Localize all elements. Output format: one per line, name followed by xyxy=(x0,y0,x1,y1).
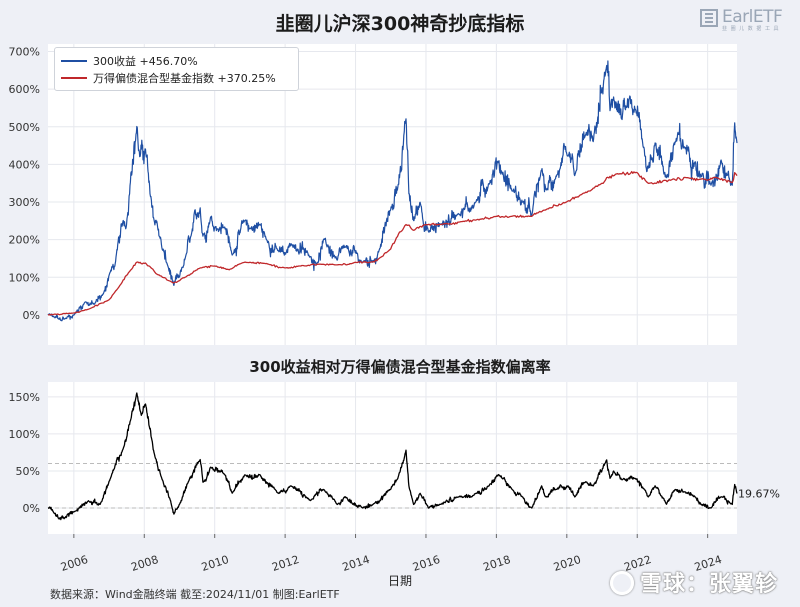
legend-swatch-300 xyxy=(61,60,87,62)
data-source-note: 数据来源：Wind金融终端 截至:2024/11/01 制图:EarlETF xyxy=(50,588,340,601)
x-tick-label: 2018 xyxy=(482,553,513,574)
y-tick-label: 100% xyxy=(9,428,40,441)
watermark-text: 雪球：张翼轸 xyxy=(639,572,778,597)
earletf-logo: EarlETF 韭 圈 儿 数 据 工 具 xyxy=(700,6,788,32)
x-tick-label: 2012 xyxy=(270,553,301,574)
x-tick-label: 2020 xyxy=(552,553,583,574)
panel-1: 0% 50% 100% 150% xyxy=(9,382,738,534)
series-line-300 xyxy=(47,60,738,322)
x-tick-label: 2010 xyxy=(200,553,231,574)
plot-area-1 xyxy=(48,382,737,534)
x-tick-label: 2016 xyxy=(411,553,442,574)
y-tick-label: 150% xyxy=(9,391,40,404)
series-line-bond xyxy=(47,170,738,316)
legend-swatch-bond xyxy=(61,77,87,79)
xueqiu-logo-icon xyxy=(609,571,634,595)
y-tick-label: 700% xyxy=(9,46,40,59)
y-tick-label: 0% xyxy=(23,502,40,515)
deviation-chart-title: 300收益相对万得偏债混合型基金指数偏离率 xyxy=(249,358,551,376)
series-line-deviation xyxy=(47,392,738,521)
logo-text: EarlETF xyxy=(722,7,783,27)
y-tick-label: 600% xyxy=(9,83,40,96)
main-chart-title: 韭圈儿沪深300神奇抄底指标 xyxy=(275,13,525,35)
legend-label-300: 300收益 +456.70% xyxy=(93,55,198,68)
y-tick-label: 500% xyxy=(9,121,40,134)
y-tick-label: 100% xyxy=(9,271,40,284)
x-tick-label: 2014 xyxy=(341,553,372,574)
logo-tagline: 韭 圈 儿 数 据 工 具 xyxy=(722,26,780,32)
y-tick-label: 0% xyxy=(23,309,40,322)
x-tick-label: 2008 xyxy=(129,553,160,574)
logo-mark-icon xyxy=(700,9,718,27)
y-tick-label: 400% xyxy=(9,158,40,171)
y-tick-label: 50% xyxy=(16,465,40,478)
x-tick-label: 2006 xyxy=(59,553,90,574)
main-chart-legend: 300收益 +456.70% 万得偏债混合型基金指数 +370.25% xyxy=(54,47,299,91)
deviation-end-label: 19.67% xyxy=(738,487,780,500)
x-axis-label: 日期 xyxy=(387,574,412,588)
y-tick-label: 200% xyxy=(9,234,40,247)
y-tick-label: 300% xyxy=(9,196,40,209)
legend-label-bond: 万得偏债混合型基金指数 +370.25% xyxy=(93,72,276,85)
plot-area-0 xyxy=(48,44,737,345)
xueqiu-watermark: 雪球：张翼轸 xyxy=(609,566,778,598)
